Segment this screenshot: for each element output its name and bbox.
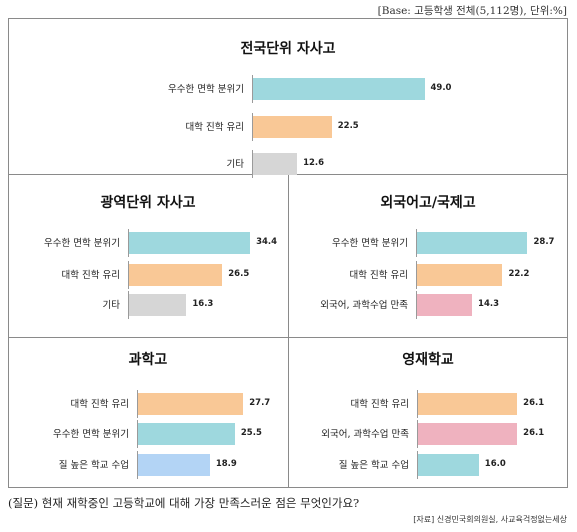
value-label: 22.5 (337, 121, 359, 131)
category-label: 기타 (226, 159, 244, 170)
category-label: 질 높은 학교 수업 (58, 460, 129, 471)
value-label: 14.3 (478, 299, 500, 309)
bar (417, 294, 473, 316)
axis-line (416, 229, 417, 257)
axis-line (137, 420, 138, 448)
bar-row: 대학 진학 유리 26.5 (8, 261, 288, 289)
value-label: 22.2 (508, 269, 530, 279)
value-label: 34.4 (256, 237, 278, 247)
bar (253, 78, 425, 100)
category-label: 우수한 면학 분위기 (44, 238, 120, 249)
bar (129, 264, 223, 286)
chart-title: 전국단위 자사고 (240, 41, 336, 57)
value-label: 26.1 (523, 398, 545, 408)
axis-line (128, 291, 129, 319)
category-label: 기타 (102, 300, 120, 311)
base-note: [Base: 고등학생 전체(5,112명), 단위:%] (377, 5, 567, 17)
category-label: 질 높은 학교 수업 (338, 460, 409, 471)
axis-line (252, 150, 253, 178)
axis-line (416, 261, 417, 289)
value-label: 26.1 (523, 428, 545, 438)
bar-row: 외국어, 과학수업 만족 14.3 (288, 291, 568, 319)
category-label: 대학 진학 유리 (350, 399, 409, 410)
axis-line (252, 113, 253, 141)
bar-row: 대학 진학 유리 22.2 (288, 261, 568, 289)
bar-row: 우수한 면학 분위기 34.4 (8, 229, 288, 257)
value-label: 25.5 (240, 428, 262, 438)
source-note: [자료] 신경민국회의원실, 사교육걱정없는세상 (413, 515, 567, 524)
chart-title: 광역단위 자사고 (100, 195, 196, 211)
bar (417, 264, 503, 286)
bar-row: 우수한 면학 분위기 25.5 (8, 420, 288, 448)
category-label: 외국어, 과학수업 만족 (321, 429, 409, 440)
category-label: 대학 진학 유리 (349, 270, 408, 281)
bar-row: 질 높은 학교 수업 18.9 (8, 451, 288, 479)
category-label: 대학 진학 유리 (70, 399, 129, 410)
bar (129, 294, 187, 316)
bar-row: 대학 진학 유리 27.7 (8, 390, 288, 418)
value-label: 16.0 (484, 459, 506, 469)
chart-title: 외국어고/국제고 (380, 195, 476, 211)
value-label: 18.9 (215, 459, 237, 469)
bar (417, 232, 528, 254)
category-label: 우수한 면학 분위기 (168, 84, 244, 95)
bar (138, 454, 210, 476)
bar-row: 우수한 면학 분위기 49.0 (8, 75, 568, 103)
axis-line (416, 291, 417, 319)
bar (253, 116, 332, 138)
axis-line (137, 390, 138, 418)
bar-row: 우수한 면학 분위기 28.7 (288, 229, 568, 257)
bar (418, 454, 479, 476)
value-label: 28.7 (533, 237, 555, 247)
category-label: 우수한 면학 분위기 (332, 238, 408, 249)
bar-row: 대학 진학 유리 22.5 (8, 113, 568, 141)
chart-title: 영재학교 (402, 352, 454, 368)
bar (138, 423, 235, 445)
bar-row: 대학 진학 유리 26.1 (288, 390, 568, 418)
chart-title: 과학고 (128, 352, 168, 368)
category-label: 대학 진학 유리 (185, 122, 244, 133)
value-label: 27.7 (249, 398, 271, 408)
bar-row: 기타 12.6 (8, 150, 568, 178)
axis-line (252, 75, 253, 103)
axis-line (417, 451, 418, 479)
axis-line (137, 451, 138, 479)
value-label: 49.0 (430, 83, 452, 93)
bar-row: 외국어, 과학수업 만족 26.1 (288, 420, 568, 448)
bar-row: 기타 16.3 (8, 291, 288, 319)
value-label: 16.3 (192, 299, 214, 309)
survey-question: (질문) 현재 재학중인 고등학교에 대해 가장 만족스러운 점은 무엇인가요? (8, 496, 360, 510)
value-label: 12.6 (303, 158, 325, 168)
divider-column (288, 174, 289, 488)
value-label: 26.5 (228, 269, 250, 279)
bar-row: 질 높은 학교 수업 16.0 (288, 451, 568, 479)
axis-line (128, 229, 129, 257)
category-label: 우수한 면학 분위기 (53, 429, 129, 440)
bar (253, 153, 298, 175)
axis-line (417, 390, 418, 418)
bar (418, 423, 518, 445)
bar (418, 393, 518, 415)
bar (129, 232, 251, 254)
axis-line (417, 420, 418, 448)
bar (138, 393, 244, 415)
axis-line (128, 261, 129, 289)
category-label: 대학 진학 유리 (61, 270, 120, 281)
category-label: 외국어, 과학수업 만족 (320, 300, 408, 311)
